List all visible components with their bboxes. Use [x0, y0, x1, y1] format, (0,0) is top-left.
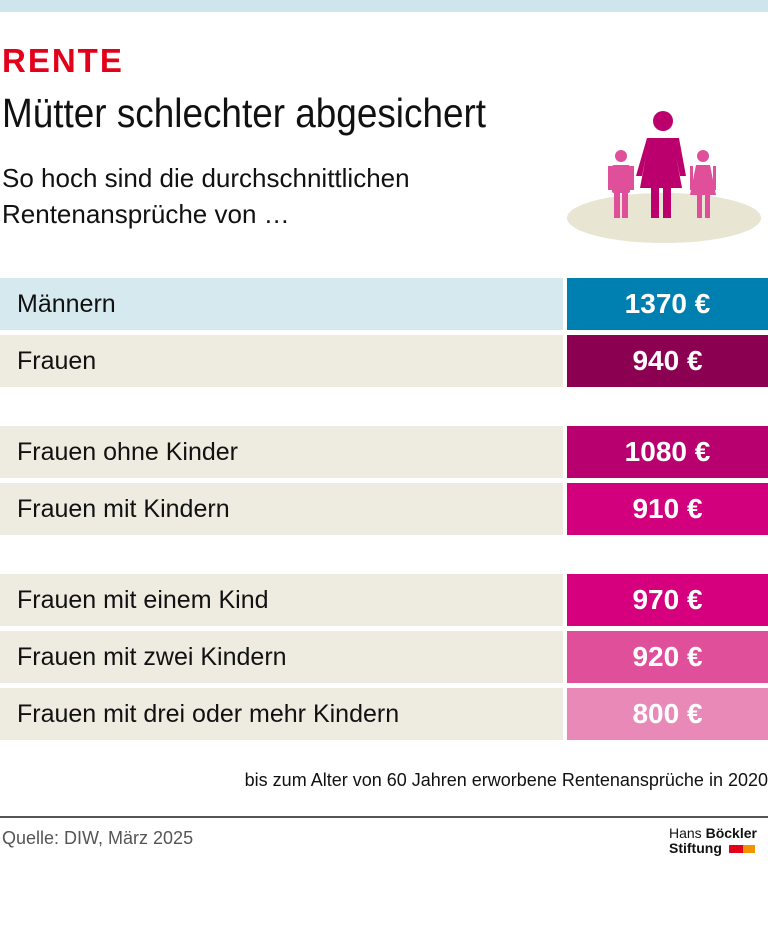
value-bar: 920 € [567, 631, 768, 683]
table-row: Frauen mit zwei Kindern 920 € [0, 631, 768, 683]
table-row: Frauen mit einem Kind 970 € [0, 574, 768, 626]
page-title: Mütter schlechter abgesichert [2, 90, 487, 136]
value-bar: 970 € [567, 574, 768, 626]
footnote: bis zum Alter von 60 Jahren erworbene Re… [244, 770, 768, 790]
table-row: Männern 1370 € [0, 278, 768, 330]
value-bar: 1080 € [567, 426, 768, 478]
table-row: Frauen ohne Kinder 1080 € [0, 426, 768, 478]
top-bar [0, 0, 768, 12]
row-label: Frauen ohne Kinder [0, 426, 563, 478]
row-label: Frauen mit zwei Kindern [0, 631, 563, 683]
kicker: RENTE [2, 42, 124, 79]
row-label: Frauen mit Kindern [0, 483, 563, 535]
row-label: Frauen [0, 335, 563, 387]
logo-text-stiftung: Stiftung [669, 840, 722, 856]
hans-boeckler-logo: Hans Böckler Stiftung [669, 826, 757, 856]
subtitle: So hoch sind die durchschnittlichen Rent… [2, 163, 410, 229]
logo-mark-orange [742, 845, 755, 853]
value-bar: 800 € [567, 688, 768, 740]
source: Quelle: DIW, März 2025 [2, 828, 194, 848]
row-label: Frauen mit drei oder mehr Kindern [0, 688, 563, 740]
logo-mark [728, 845, 743, 853]
value-bar: 910 € [567, 483, 768, 535]
logo-text: Hans [669, 825, 706, 841]
value-bar: 940 € [567, 335, 768, 387]
divider [0, 816, 768, 818]
logo-text-bold: Böckler [705, 825, 757, 841]
mother-with-children-icon [567, 111, 761, 243]
row-label: Frauen mit einem Kind [0, 574, 563, 626]
table-row: Frauen mit drei oder mehr Kindern 800 € [0, 688, 768, 740]
row-label: Männern [0, 278, 563, 330]
value-bar: 1370 € [567, 278, 768, 330]
table-row: Frauen 940 € [0, 335, 768, 387]
table-row: Frauen mit Kindern 910 € [0, 483, 768, 535]
